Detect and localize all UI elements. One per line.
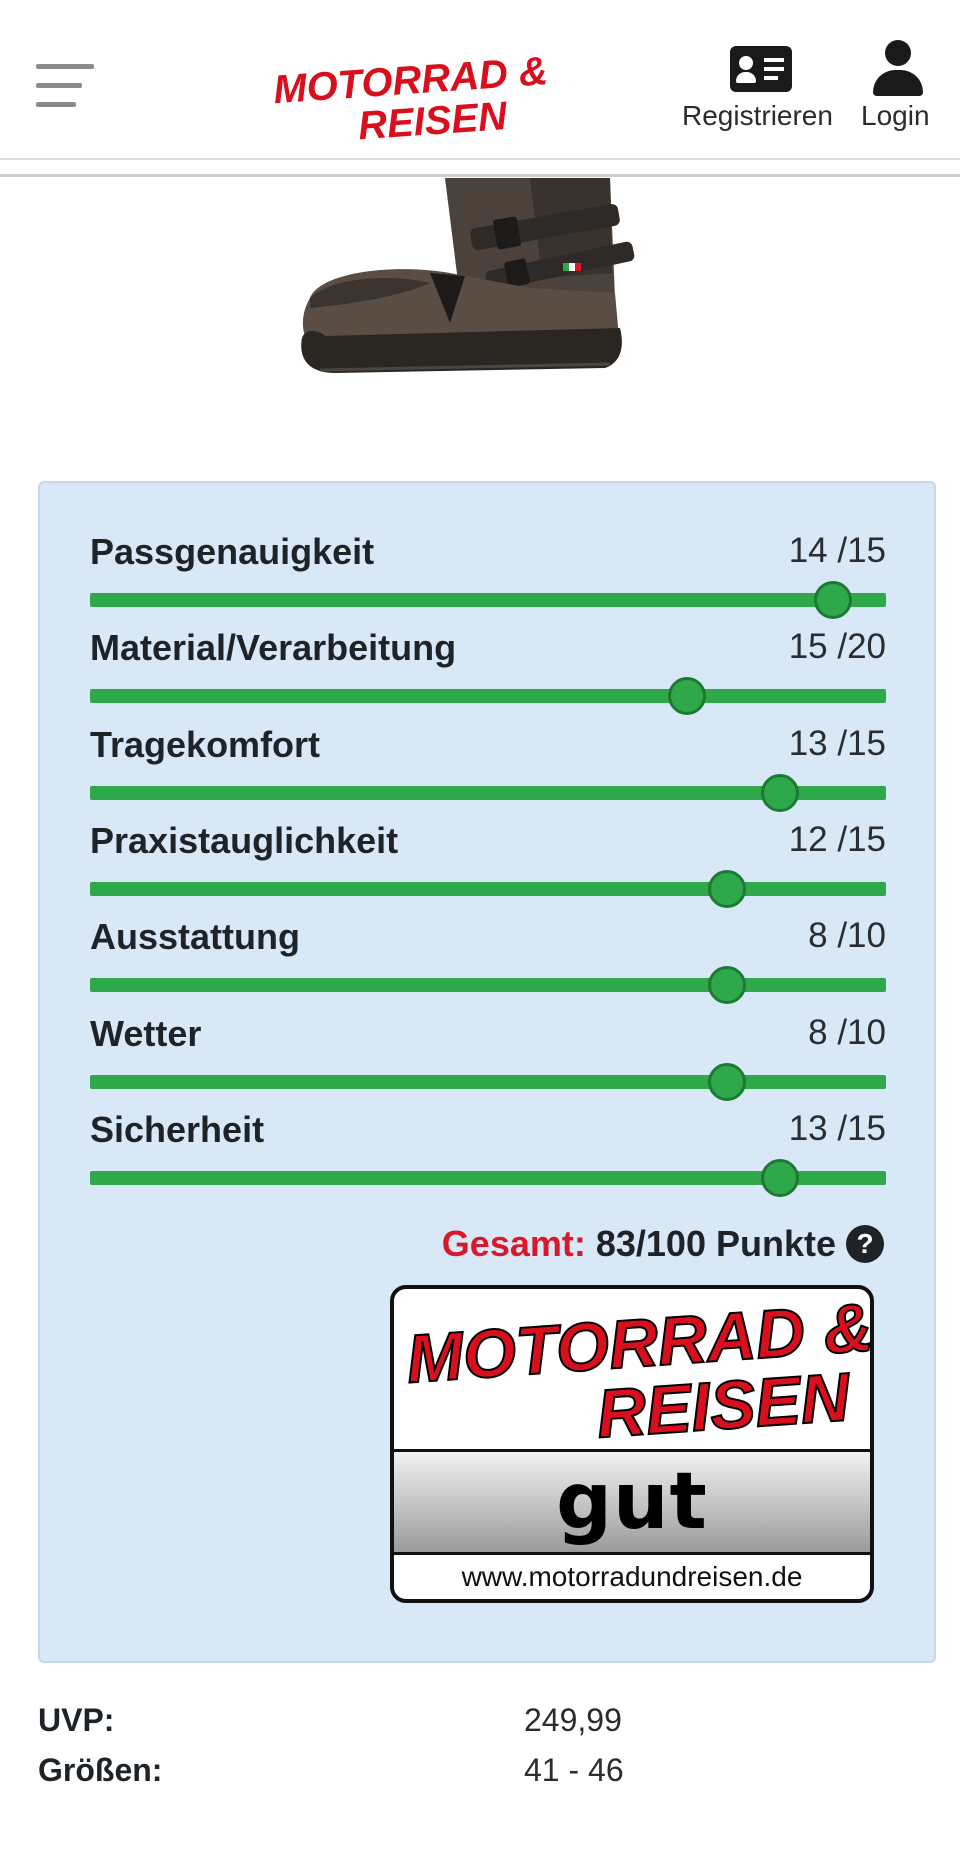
login-link[interactable]: Login xyxy=(861,100,930,131)
menu-icon[interactable] xyxy=(36,64,96,108)
svg-text:REISEN: REISEN xyxy=(357,94,510,148)
rating-slider-thumb xyxy=(707,870,746,908)
rating-score: 8 /10 xyxy=(808,916,886,955)
rating-panel: Passgenauigkeit 14 /15 Material/Verarbeitu… xyxy=(38,481,936,1663)
site-logo[interactable]: MOTORRAD & REISEN xyxy=(256,38,556,148)
rating-score: 15 /20 xyxy=(788,627,886,666)
rating-row: Ausstattung 8 /10 xyxy=(90,916,886,1012)
rating-score: 13 /15 xyxy=(788,724,886,763)
rating-slider-track xyxy=(90,978,886,992)
rating-row: Praxistauglichkeit 12 /15 xyxy=(90,820,886,916)
rating-slider-track xyxy=(90,689,886,703)
rating-slider-thumb xyxy=(668,677,706,715)
spec-row: Größen: 41 - 46 xyxy=(38,1752,918,1796)
spec-row: UVP: 249,99 xyxy=(38,1702,918,1746)
total-label: Gesamt: xyxy=(441,1223,586,1264)
rating-label: Ausstattung xyxy=(90,916,300,957)
rating-slider-track xyxy=(90,1171,886,1185)
rating-row: Tragekomfort 13 /15 xyxy=(90,724,886,820)
rating-row: Wetter 8 /10 xyxy=(90,1013,886,1109)
user-icon[interactable] xyxy=(873,40,923,96)
rating-label: Sicherheit xyxy=(90,1109,265,1150)
rating-slider-track xyxy=(90,1075,886,1089)
rating-score: 13 /15 xyxy=(788,1109,886,1148)
spec-value: 41 - 46 xyxy=(524,1752,624,1788)
test-seal: MOTORRAD & REISEN gut www.motorradundrei… xyxy=(390,1285,874,1603)
rating-label: Passgenauigkeit xyxy=(90,531,375,572)
rating-slider-track xyxy=(90,882,886,896)
rating-score: 12 /15 xyxy=(788,820,886,859)
svg-text:REISEN: REISEN xyxy=(594,1359,854,1447)
register-link[interactable]: Registrieren xyxy=(682,100,833,131)
rating-label: Praxistauglichkeit xyxy=(90,820,399,861)
rating-row: Sicherheit 13 /15 xyxy=(90,1109,886,1205)
rating-slider-thumb xyxy=(707,1063,746,1101)
spec-key: Größen: xyxy=(38,1752,163,1788)
site-header: MOTORRAD & REISEN Registrieren Login xyxy=(0,0,960,160)
total-score: Gesamt: 83/100 Punkte ? xyxy=(442,1223,884,1265)
rating-label: Tragekomfort xyxy=(90,724,321,765)
rating-score: 8 /10 xyxy=(808,1013,886,1052)
rating-label: Material/Verarbeitung xyxy=(90,627,457,668)
rating-label: Wetter xyxy=(90,1013,202,1054)
seal-url: www.motorradundreisen.de xyxy=(461,1561,803,1592)
id-card-icon[interactable] xyxy=(730,46,792,92)
spec-value: 249,99 xyxy=(524,1702,622,1738)
rating-slider-thumb xyxy=(760,1159,799,1197)
rating-row: Passgenauigkeit 14 /15 xyxy=(90,531,886,627)
product-image xyxy=(280,178,700,408)
seal-grade: gut xyxy=(556,1457,708,1547)
seal-grade-band: gut xyxy=(394,1449,870,1555)
total-value: 83/100 Punkte xyxy=(595,1223,836,1264)
rating-slider-track xyxy=(90,593,886,607)
rating-row: Material/Verarbeitung 15 /20 xyxy=(90,627,886,723)
rating-slider-thumb xyxy=(707,966,746,1004)
rating-slider-thumb xyxy=(760,774,799,812)
header-divider xyxy=(0,174,960,177)
rating-slider-track xyxy=(90,786,886,800)
seal-logo: MOTORRAD & REISEN xyxy=(394,1289,870,1453)
spec-key: UVP: xyxy=(38,1702,115,1738)
question-icon[interactable]: ? xyxy=(846,1225,884,1263)
rating-slider-thumb xyxy=(813,581,852,619)
rating-score: 14 /15 xyxy=(788,531,886,570)
